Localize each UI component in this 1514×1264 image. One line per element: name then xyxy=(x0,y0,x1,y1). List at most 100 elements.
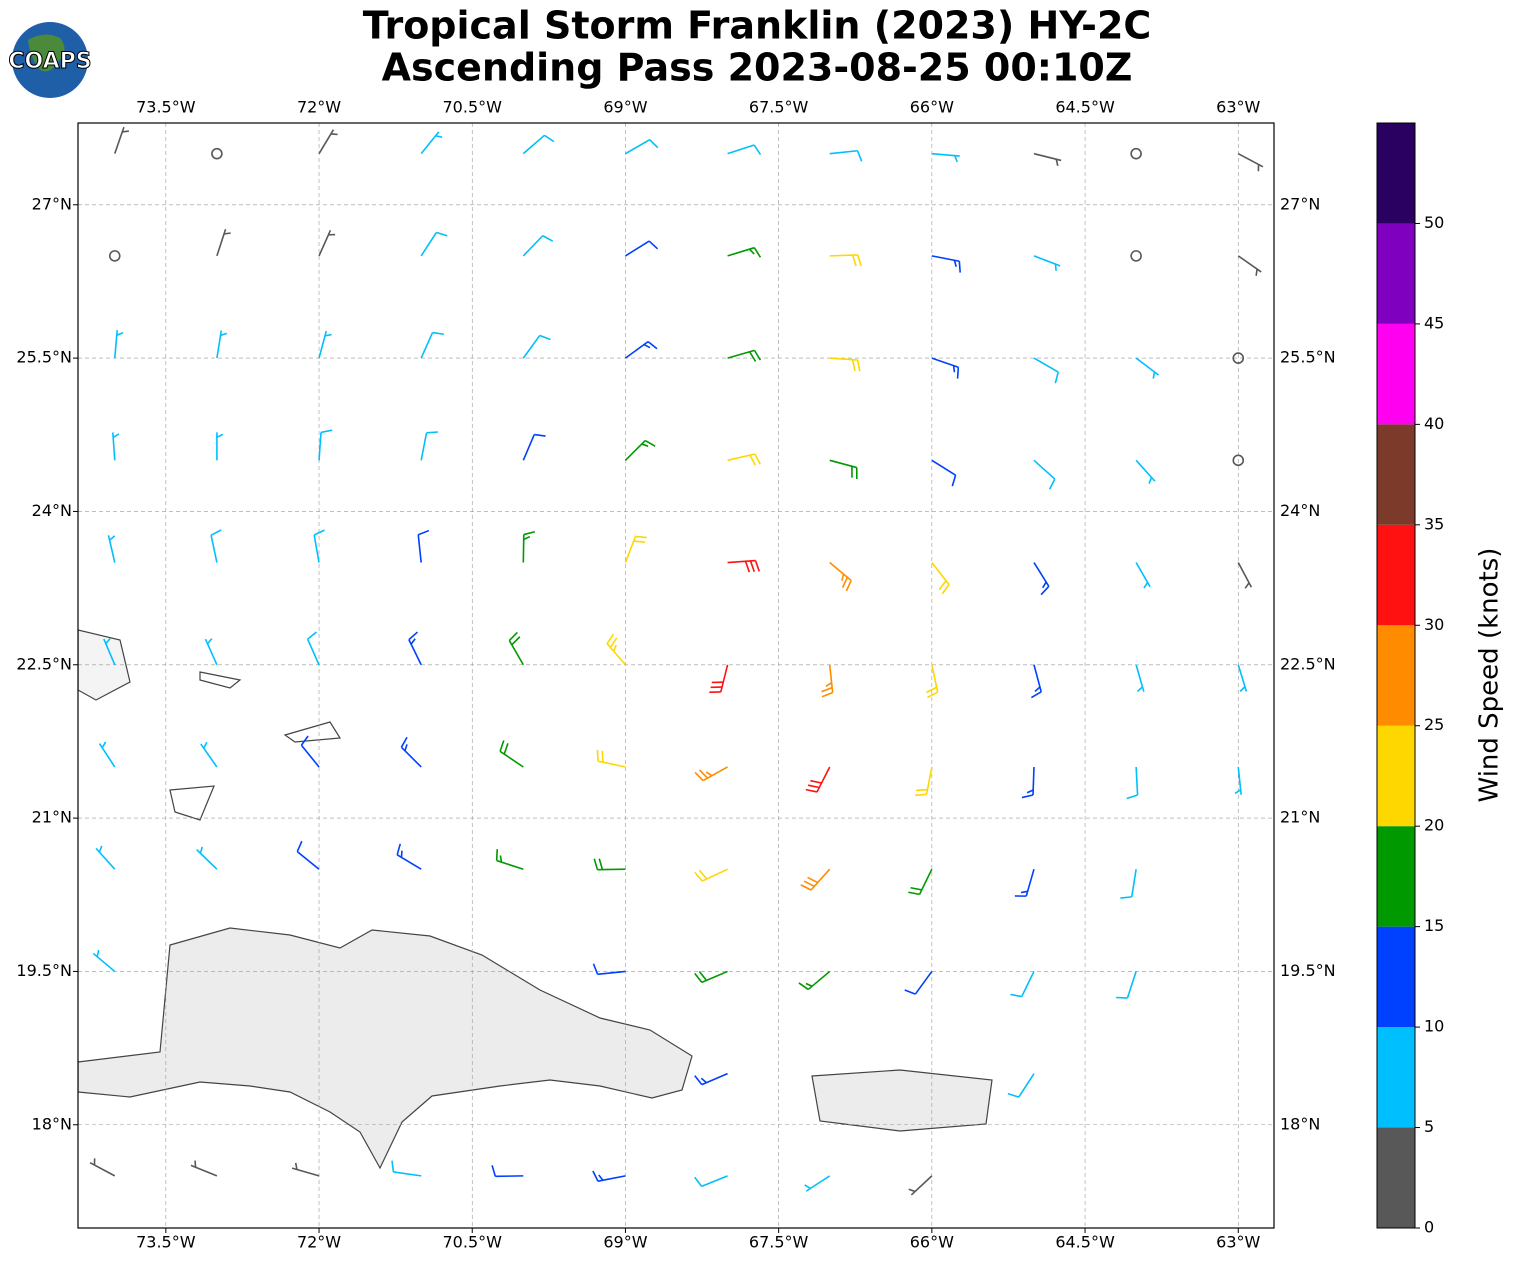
barb-feather xyxy=(694,771,704,782)
barb-feather xyxy=(648,240,659,250)
barb-staff xyxy=(210,534,218,563)
wind-barb xyxy=(196,846,218,870)
barb-feather xyxy=(753,349,762,361)
barb-feather xyxy=(400,736,408,748)
barb-feather xyxy=(1148,477,1153,484)
colorbar-bin xyxy=(1377,123,1415,224)
colorbar-tick-label: 45 xyxy=(1424,313,1444,332)
barb-feather xyxy=(408,631,418,641)
barb-feather xyxy=(116,331,124,336)
barb-feather xyxy=(122,130,130,133)
barb-feather xyxy=(953,260,957,267)
barb-feather xyxy=(1048,478,1056,490)
wind-barb xyxy=(624,341,658,359)
barb-feather xyxy=(220,332,228,337)
wind-barb xyxy=(829,254,862,267)
wind-barb xyxy=(798,970,831,991)
barb-staff xyxy=(420,432,428,461)
colorbar-bin xyxy=(1377,926,1415,1028)
calm-circle xyxy=(1130,147,1142,160)
wind-barb xyxy=(1126,766,1139,800)
wind-barb xyxy=(624,439,656,461)
barb-feather xyxy=(436,231,448,237)
wind-barb xyxy=(1116,971,1137,999)
wind-barb xyxy=(108,250,121,262)
barb-feather xyxy=(1034,686,1041,693)
barb-feather xyxy=(694,871,703,882)
logo-text: COAPS xyxy=(8,49,91,74)
map-frame xyxy=(77,122,1275,1229)
wind-barb xyxy=(829,357,861,372)
wind-barb xyxy=(904,970,933,995)
land xyxy=(78,629,993,1170)
wind-barb xyxy=(291,1162,320,1177)
barb-feather xyxy=(700,1077,707,1084)
barb-feather xyxy=(112,433,120,439)
lat-tick-label: 27°N xyxy=(32,194,72,213)
wind-barb xyxy=(804,1175,831,1192)
wind-barb xyxy=(499,740,524,768)
barb-staff xyxy=(1126,971,1137,999)
barb-feather xyxy=(856,359,861,372)
wind-barb xyxy=(596,749,626,768)
barb-feather xyxy=(1020,890,1028,894)
wind-barb xyxy=(1033,459,1056,490)
barb-feather xyxy=(1055,159,1059,166)
barb-feather xyxy=(1143,582,1149,589)
barb-feather xyxy=(543,134,555,143)
barb-staff xyxy=(829,149,858,155)
barb-feather xyxy=(1136,686,1143,693)
barb-feather xyxy=(810,779,822,784)
barb-staff xyxy=(1020,971,1035,997)
barb-feather xyxy=(206,638,213,645)
calm-circle xyxy=(1130,250,1142,262)
colorbar-bin xyxy=(1377,1127,1415,1228)
lat-tick-label: 22.5°N xyxy=(1280,654,1336,673)
lat-tick-label: 27°N xyxy=(1280,194,1320,213)
barb-feather xyxy=(910,886,922,891)
lat-tick-label: 18°N xyxy=(1280,1114,1320,1133)
barb-feather xyxy=(694,1075,703,1086)
barb-feather xyxy=(705,771,713,777)
wind-barb xyxy=(1033,255,1061,271)
barb-feather xyxy=(821,686,833,693)
logo-land xyxy=(28,34,65,72)
wind-barb xyxy=(694,1072,728,1086)
barb-feather xyxy=(749,454,757,466)
barb-feather xyxy=(641,443,649,447)
lat-tick-label: 21°N xyxy=(32,808,72,827)
lon-tick-label: 72°W xyxy=(297,1233,341,1252)
barb-feather xyxy=(753,247,762,258)
barb-feather xyxy=(223,232,231,235)
wind-barb xyxy=(829,561,852,592)
lat-tick-label: 24°N xyxy=(32,501,72,520)
lat-tick-label: 18°N xyxy=(32,1114,72,1133)
wind-barb xyxy=(624,535,647,563)
barb-feather xyxy=(609,637,618,648)
wind-barb xyxy=(709,664,729,693)
barb-feather xyxy=(330,133,338,136)
wind-barb xyxy=(300,735,320,768)
wind-barb xyxy=(1010,971,1035,998)
colorbar: 0 5 10 15 20 25 30 35 40 45 50 Wind Speed (knots) xyxy=(1376,122,1505,1237)
barb-feather xyxy=(744,561,751,573)
wind-barb xyxy=(1232,454,1245,467)
wind-barb xyxy=(1033,152,1062,166)
colorbar-bin xyxy=(1377,524,1415,626)
barb-staff xyxy=(597,970,626,976)
colorbar-tick-label: 15 xyxy=(1424,916,1444,935)
barb-staff xyxy=(522,334,541,359)
wind-barb xyxy=(313,529,325,563)
barb-feather xyxy=(523,530,536,536)
barb-feather xyxy=(807,784,820,789)
wind-barb xyxy=(926,664,939,699)
barb-feather xyxy=(1116,996,1128,999)
wind-barb xyxy=(190,1160,218,1177)
colorbar-bin xyxy=(1377,725,1415,827)
wind-barb xyxy=(931,152,960,163)
barb-feather xyxy=(1255,268,1258,276)
barb-feather xyxy=(643,343,651,349)
lat-tick-label: 21°N xyxy=(1280,808,1320,827)
barb-feather xyxy=(904,989,916,995)
wind-barb xyxy=(420,231,448,257)
